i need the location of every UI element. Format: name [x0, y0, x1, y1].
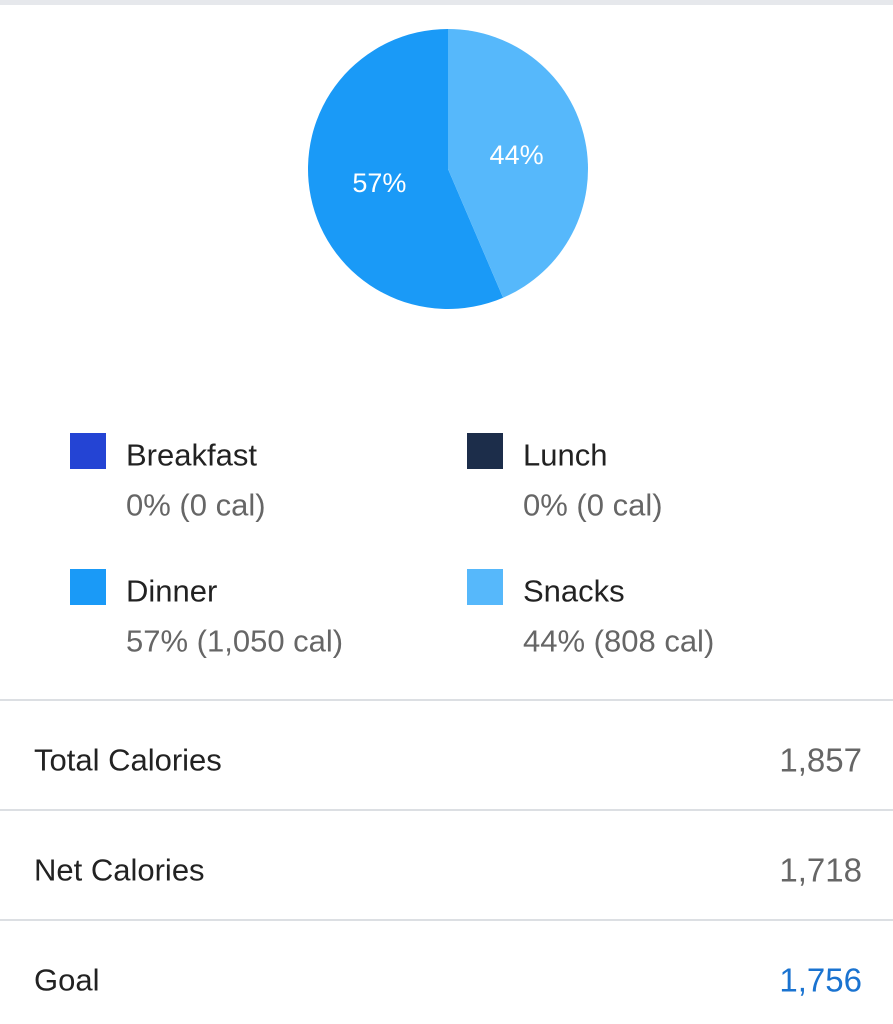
- legend-swatch: [467, 433, 503, 469]
- slice-label: 57%: [352, 168, 406, 198]
- summary-label: Net Calories: [34, 853, 205, 888]
- slice-label: 44%: [490, 140, 544, 170]
- summary-value: 1,857: [779, 742, 862, 779]
- legend-swatch: [467, 569, 503, 605]
- legend-label: Lunch: [523, 438, 607, 473]
- legend-value: 44% (808 cal): [523, 624, 714, 659]
- legend-label: Breakfast: [126, 438, 257, 473]
- legend-value: 0% (0 cal): [126, 488, 266, 523]
- legend-value: 57% (1,050 cal): [126, 624, 343, 659]
- pie-slice: [308, 29, 504, 309]
- legend-swatch: [70, 433, 106, 469]
- top-bar: [0, 0, 893, 5]
- legend-swatch: [70, 569, 106, 605]
- pie-slice: [448, 29, 588, 298]
- summary-label: Total Calories: [34, 743, 222, 778]
- legend-label: Snacks: [523, 574, 625, 609]
- legend-value: 0% (0 cal): [523, 488, 663, 523]
- summary-value: 1,718: [779, 852, 862, 889]
- legend-label: Dinner: [126, 574, 217, 609]
- summary-label: Goal: [34, 963, 99, 998]
- summary-value: 1,756: [779, 962, 862, 999]
